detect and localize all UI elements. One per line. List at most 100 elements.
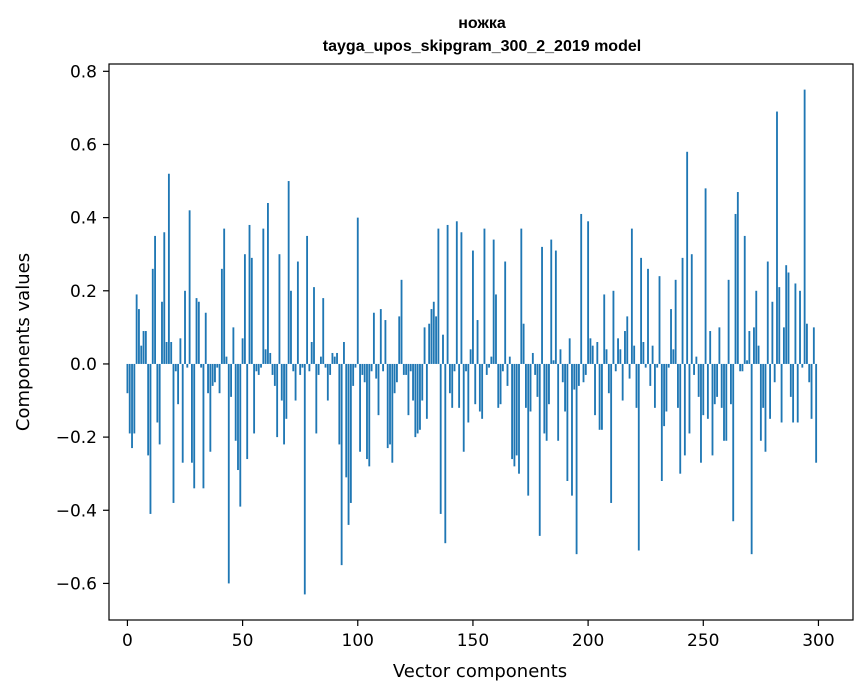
bar-17: [165, 342, 168, 364]
chart-title: ножка: [458, 15, 506, 32]
bar-26: [186, 363, 189, 368]
bar-290: [794, 283, 797, 364]
bar-177: [534, 363, 537, 375]
x-axis: 0 50 100 150 200 250 300: [122, 620, 835, 651]
bar-293: [801, 363, 804, 368]
bar-92: [338, 363, 341, 445]
bar-297: [810, 363, 813, 419]
bar-176: [531, 352, 534, 364]
bar-49: [239, 363, 242, 507]
x-tick-label-50: 50: [232, 631, 254, 651]
bar-256: [716, 363, 719, 397]
bar-163: [501, 363, 504, 372]
bar-85: [322, 298, 325, 364]
bar-182: [545, 363, 548, 441]
bar-69: [285, 363, 288, 419]
bar-8: [144, 331, 147, 364]
bar-153: [478, 363, 481, 412]
bar-78: [306, 235, 309, 364]
bar-131: [428, 323, 431, 364]
bar-34: [204, 312, 207, 364]
bar-173: [525, 363, 527, 408]
y-tick-label-4: 0.2: [70, 282, 97, 302]
y-tick-label-0: −0.6: [56, 574, 97, 594]
bar-134: [435, 316, 437, 364]
bar-280: [771, 301, 774, 364]
bar-234: [665, 363, 668, 412]
bar-144: [458, 363, 461, 408]
bar-25: [184, 290, 186, 364]
bar-254: [711, 363, 714, 456]
bar-247: [695, 356, 698, 364]
bar-165: [506, 363, 509, 386]
bar-71: [290, 290, 292, 364]
bar-97: [349, 363, 352, 503]
bar-32: [200, 363, 203, 368]
bar-197: [580, 213, 583, 364]
bar-94: [343, 342, 345, 364]
bar-2: [131, 363, 133, 449]
bar-108: [375, 363, 378, 379]
bar-136: [439, 363, 442, 514]
bar-241: [681, 257, 684, 364]
bar-7: [142, 331, 145, 364]
bar-174: [527, 363, 530, 496]
bar-161: [497, 363, 500, 408]
bar-99: [354, 363, 357, 368]
bar-30: [195, 298, 198, 364]
bar-11: [151, 268, 154, 364]
y-tick-label-5: 0.4: [70, 209, 97, 229]
y-tick-label-3: 0.0: [70, 355, 97, 375]
bar-204: [596, 342, 599, 364]
bar-84: [319, 356, 322, 364]
bar-118: [398, 316, 401, 364]
bar-220: [633, 345, 636, 364]
bar-47: [234, 363, 237, 441]
bar-276: [762, 363, 765, 408]
bar-217: [626, 316, 629, 364]
bar-139: [446, 224, 449, 364]
bar-223: [640, 257, 643, 364]
bar-113: [386, 363, 389, 449]
bar-295: [806, 323, 808, 364]
bar-228: [651, 345, 654, 364]
bar-148: [467, 363, 470, 423]
bar-20: [172, 363, 175, 503]
bar-208: [605, 349, 608, 364]
bar-62: [269, 352, 272, 364]
bar-124: [412, 363, 414, 401]
bar-111: [382, 363, 385, 372]
bar-235: [667, 363, 670, 368]
bar-246: [693, 363, 695, 375]
bar-43: [225, 356, 228, 364]
bar-265: [736, 192, 739, 364]
bar-298: [812, 327, 815, 364]
bar-10: [149, 363, 152, 514]
bar-232: [660, 363, 663, 481]
bar-192: [568, 338, 571, 364]
bar-146: [462, 363, 465, 452]
bar-19: [170, 342, 173, 364]
bar-154: [481, 363, 484, 419]
bar-66: [278, 254, 281, 364]
bar-289: [792, 363, 795, 423]
x-tick-label-250: 250: [687, 631, 719, 651]
bar-277: [764, 363, 767, 452]
bar-106: [370, 363, 373, 372]
bar-231: [658, 276, 661, 364]
bar-199: [584, 363, 587, 375]
bar-216: [624, 331, 626, 364]
bar-243: [686, 151, 689, 364]
bar-267: [741, 363, 744, 372]
bar-233: [663, 363, 666, 427]
bar-294: [803, 89, 806, 364]
bar-240: [679, 363, 682, 474]
bar-215: [621, 363, 624, 401]
bar-268: [743, 235, 746, 364]
bar-74: [296, 261, 299, 364]
bar-201: [589, 338, 592, 364]
bar-195: [575, 363, 578, 555]
bar-249: [700, 363, 702, 463]
bar-116: [393, 363, 396, 394]
